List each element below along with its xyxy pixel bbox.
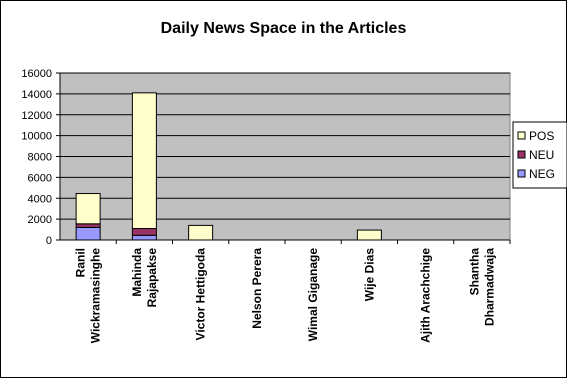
bar-pos [75, 193, 101, 225]
x-tick-label: Rajapakse [145, 248, 159, 308]
legend-label-neg: NEG [529, 167, 555, 181]
x-tick-label: Victor Hettigoda [194, 248, 208, 341]
bar-neg [131, 234, 157, 241]
x-tick-label: Ranil [74, 248, 88, 277]
y-tick-label: 10000 [21, 131, 52, 143]
x-tick-label: Wije Dias [362, 248, 376, 302]
x-tick-label: Dharmadwaja [482, 248, 496, 326]
x-tick-label: Wimal Giganage [306, 248, 320, 342]
bar-pos [188, 224, 214, 241]
bar-neu [131, 228, 157, 236]
y-tick-label: 4000 [28, 193, 52, 205]
y-tick-label: 6000 [28, 172, 52, 184]
y-tick-label: 12000 [21, 110, 52, 122]
y-tick-label: 16000 [21, 68, 52, 80]
legend-label-pos: POS [529, 129, 554, 143]
y-tick-label: 14000 [21, 89, 52, 101]
x-tick-label: Nelson Perera [250, 248, 264, 329]
y-tick-label: 8000 [28, 152, 52, 164]
chart-title: Daily News Space in the Articles [160, 20, 407, 37]
legend-swatch-neg [517, 169, 526, 178]
bar-neu [75, 223, 101, 228]
x-tick-label: Mahinda [130, 248, 144, 297]
x-tick-label: Wickramasinghe [89, 248, 103, 344]
bar-pos [131, 92, 157, 230]
y-tick-label: 0 [46, 235, 52, 247]
x-tick-label: Ajith Arachchige [419, 248, 433, 343]
bar-neg [75, 226, 101, 241]
x-tick-label: Shantha [467, 248, 481, 296]
y-tick-label: 2000 [28, 214, 52, 226]
legend-swatch-pos [517, 131, 526, 140]
bar-pos [356, 229, 382, 241]
legend-swatch-neu [517, 150, 526, 159]
legend-label-neu: NEU [529, 148, 554, 162]
